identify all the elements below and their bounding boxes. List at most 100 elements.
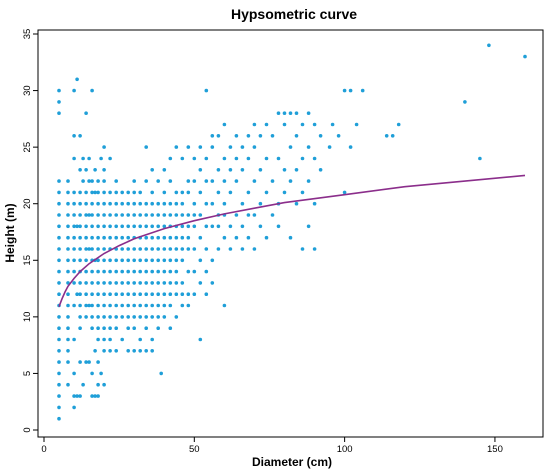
- data-point: [144, 315, 148, 319]
- data-point: [138, 281, 142, 285]
- scatter-points: [57, 43, 527, 421]
- data-point: [174, 247, 179, 251]
- data-point: [57, 349, 61, 353]
- data-point: [66, 303, 70, 308]
- data-point: [174, 281, 179, 285]
- data-point: [138, 201, 142, 206]
- data-point: [204, 156, 209, 161]
- data-point: [168, 326, 173, 331]
- data-point: [270, 213, 275, 217]
- data-point: [198, 281, 203, 285]
- data-point: [90, 247, 94, 251]
- data-point: [78, 235, 82, 240]
- data-point: [126, 292, 130, 297]
- data-point: [114, 326, 118, 331]
- data-point: [150, 258, 154, 263]
- data-point: [108, 269, 112, 274]
- data-point: [330, 122, 335, 127]
- data-point: [210, 201, 215, 206]
- data-point: [81, 382, 85, 387]
- data-point: [222, 235, 227, 240]
- data-point: [288, 111, 293, 115]
- data-point: [186, 269, 191, 274]
- data-point: [186, 145, 191, 149]
- data-point: [156, 292, 160, 297]
- data-point: [186, 247, 191, 251]
- data-point: [96, 269, 100, 274]
- data-point: [102, 258, 106, 263]
- data-point: [240, 201, 245, 206]
- data-point: [138, 349, 142, 353]
- data-point: [57, 394, 61, 398]
- data-point: [180, 201, 185, 206]
- data-point: [300, 190, 305, 195]
- data-point: [90, 179, 94, 183]
- data-point: [132, 326, 136, 331]
- data-point: [75, 77, 79, 82]
- data-point: [168, 269, 173, 274]
- data-point: [144, 326, 148, 331]
- data-point: [57, 100, 61, 104]
- data-point: [84, 269, 88, 274]
- data-point: [84, 201, 88, 206]
- data-point: [270, 134, 275, 138]
- data-point: [81, 156, 85, 161]
- data-point: [90, 190, 94, 195]
- data-point: [360, 88, 365, 93]
- data-point: [78, 292, 82, 297]
- data-point: [102, 326, 106, 331]
- data-point: [192, 269, 197, 274]
- data-point: [96, 281, 100, 285]
- data-point: [282, 168, 287, 172]
- data-point: [348, 88, 353, 93]
- data-point: [252, 145, 257, 149]
- data-point: [162, 224, 167, 229]
- data-point: [150, 247, 154, 251]
- data-point: [90, 201, 94, 206]
- data-point: [108, 224, 112, 229]
- data-point: [57, 360, 61, 364]
- data-point: [66, 326, 70, 331]
- data-point: [162, 281, 167, 285]
- data-point: [138, 224, 142, 229]
- data-point: [144, 292, 148, 297]
- data-point: [84, 111, 88, 115]
- x-tick-label: 150: [487, 444, 503, 455]
- data-point: [252, 247, 257, 251]
- data-point: [156, 326, 160, 331]
- data-point: [78, 168, 82, 172]
- data-point: [276, 224, 281, 229]
- data-point: [126, 326, 130, 331]
- data-point: [57, 315, 61, 319]
- data-point: [120, 315, 124, 319]
- data-point: [180, 190, 185, 195]
- data-point: [222, 122, 227, 127]
- data-point: [174, 269, 179, 274]
- data-point: [66, 213, 70, 217]
- data-point: [72, 258, 76, 263]
- data-point: [96, 179, 100, 183]
- data-point: [126, 213, 130, 217]
- data-point: [312, 156, 317, 161]
- data-point: [168, 201, 173, 206]
- data-point: [312, 122, 317, 127]
- data-point: [84, 303, 88, 308]
- data-point: [102, 337, 106, 342]
- data-point: [84, 281, 88, 285]
- data-point: [72, 281, 76, 285]
- data-point: [348, 145, 353, 149]
- data-point: [150, 337, 154, 342]
- data-point: [96, 382, 100, 387]
- data-point: [90, 292, 94, 297]
- data-point: [264, 190, 269, 195]
- axes: 0 50 100 150 0 5 10 15 20 25 30 35: [22, 29, 503, 455]
- data-point: [264, 156, 269, 161]
- data-point: [192, 213, 197, 217]
- data-point: [57, 326, 61, 331]
- y-tick-label: 30: [22, 85, 33, 96]
- data-point: [114, 269, 118, 274]
- data-point: [57, 88, 61, 93]
- data-point: [162, 235, 167, 240]
- data-point: [186, 190, 191, 195]
- data-point: [246, 190, 251, 195]
